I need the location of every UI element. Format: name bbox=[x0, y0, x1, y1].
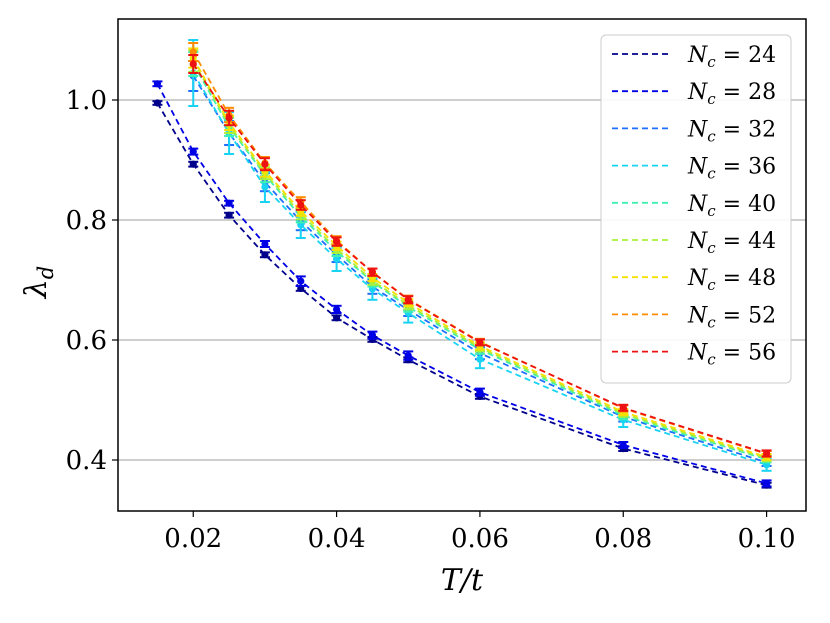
data-point bbox=[153, 99, 162, 107]
data-point bbox=[261, 251, 269, 259]
legend-item: Nc = 32 bbox=[612, 117, 776, 145]
x-tick-label: 0.02 bbox=[164, 524, 222, 554]
x-tick-label: 0.06 bbox=[451, 524, 509, 554]
data-point bbox=[261, 183, 269, 191]
data-point bbox=[476, 338, 484, 346]
legend-item: Nc = 36 bbox=[612, 155, 776, 183]
legend-item: Nc = 24 bbox=[612, 43, 776, 71]
plot-frame bbox=[117, 18, 807, 512]
data-point bbox=[189, 60, 197, 68]
axis-ticks: 0.4 0.6 0.8 1.0 0.02 0.04 0.06 0.08 0.10 bbox=[66, 86, 796, 554]
legend-label: Nc = 36 bbox=[687, 155, 776, 183]
x-tick-label: 0.10 bbox=[738, 524, 796, 554]
data-point bbox=[261, 160, 269, 168]
data-point bbox=[153, 80, 162, 88]
data-point bbox=[762, 479, 771, 487]
x-axis-label: T/t bbox=[441, 563, 484, 598]
data-point bbox=[332, 238, 341, 246]
data-point bbox=[332, 255, 341, 263]
data-point bbox=[619, 404, 627, 412]
data-point bbox=[476, 388, 484, 396]
legend-label: Nc = 24 bbox=[687, 43, 776, 71]
data-point bbox=[404, 296, 412, 304]
x-tick-label: 0.08 bbox=[594, 524, 652, 554]
series-1 bbox=[152, 80, 772, 488]
series-line bbox=[192, 57, 767, 458]
y-tick-label: 0.4 bbox=[66, 446, 107, 476]
data-point bbox=[189, 160, 197, 168]
data-point bbox=[619, 441, 627, 449]
y-tick-label: 1.0 bbox=[66, 86, 107, 116]
legend-box bbox=[600, 34, 792, 384]
legend-label: Nc = 48 bbox=[687, 266, 776, 294]
legend-item: Nc = 52 bbox=[612, 303, 776, 331]
data-point bbox=[332, 314, 341, 322]
legend: Nc = 24 Nc = 28 Nc = 32 Nc = 36 Nc = 40 Nc = … bbox=[600, 34, 792, 384]
series-8 bbox=[188, 54, 772, 458]
legend-label: Nc = 44 bbox=[687, 229, 776, 257]
series-line bbox=[192, 63, 767, 455]
data-point bbox=[404, 352, 412, 360]
series-line bbox=[192, 63, 767, 461]
data-point bbox=[297, 277, 305, 285]
legend-item: Nc = 40 bbox=[612, 192, 776, 220]
data-point bbox=[762, 449, 771, 457]
x-tick-label: 0.04 bbox=[308, 524, 366, 554]
legend-item: Nc = 56 bbox=[612, 341, 776, 369]
y-axis-label: λd bbox=[19, 266, 58, 299]
data-point bbox=[189, 48, 197, 56]
series-line bbox=[192, 60, 767, 460]
legend-label: Nc = 40 bbox=[687, 192, 776, 220]
data-point bbox=[261, 240, 269, 248]
y-tick-label: 0.6 bbox=[66, 326, 107, 356]
data-point bbox=[189, 148, 197, 156]
legend-label: Nc = 52 bbox=[687, 303, 776, 331]
series-line bbox=[192, 72, 767, 466]
data-point bbox=[476, 355, 484, 363]
legend-label: Nc = 32 bbox=[687, 117, 776, 145]
legend-label: Nc = 56 bbox=[687, 341, 776, 369]
data-point bbox=[225, 199, 233, 207]
y-axis-label-sub: d bbox=[34, 266, 58, 279]
data-point bbox=[225, 211, 233, 219]
legend-item: Nc = 44 bbox=[612, 229, 776, 257]
data-point bbox=[368, 268, 377, 276]
legend-label: Nc = 28 bbox=[687, 80, 776, 108]
data-point bbox=[332, 305, 341, 313]
y-tick-label: 0.8 bbox=[66, 206, 107, 236]
data-point bbox=[297, 201, 305, 209]
y-axis-label-main: λ bbox=[19, 279, 54, 299]
series-line bbox=[192, 75, 767, 464]
legend-item: Nc = 48 bbox=[612, 266, 776, 294]
legend-item: Nc = 28 bbox=[612, 80, 776, 108]
data-point bbox=[368, 331, 377, 339]
series-layer bbox=[152, 39, 772, 489]
data-point bbox=[225, 114, 233, 122]
